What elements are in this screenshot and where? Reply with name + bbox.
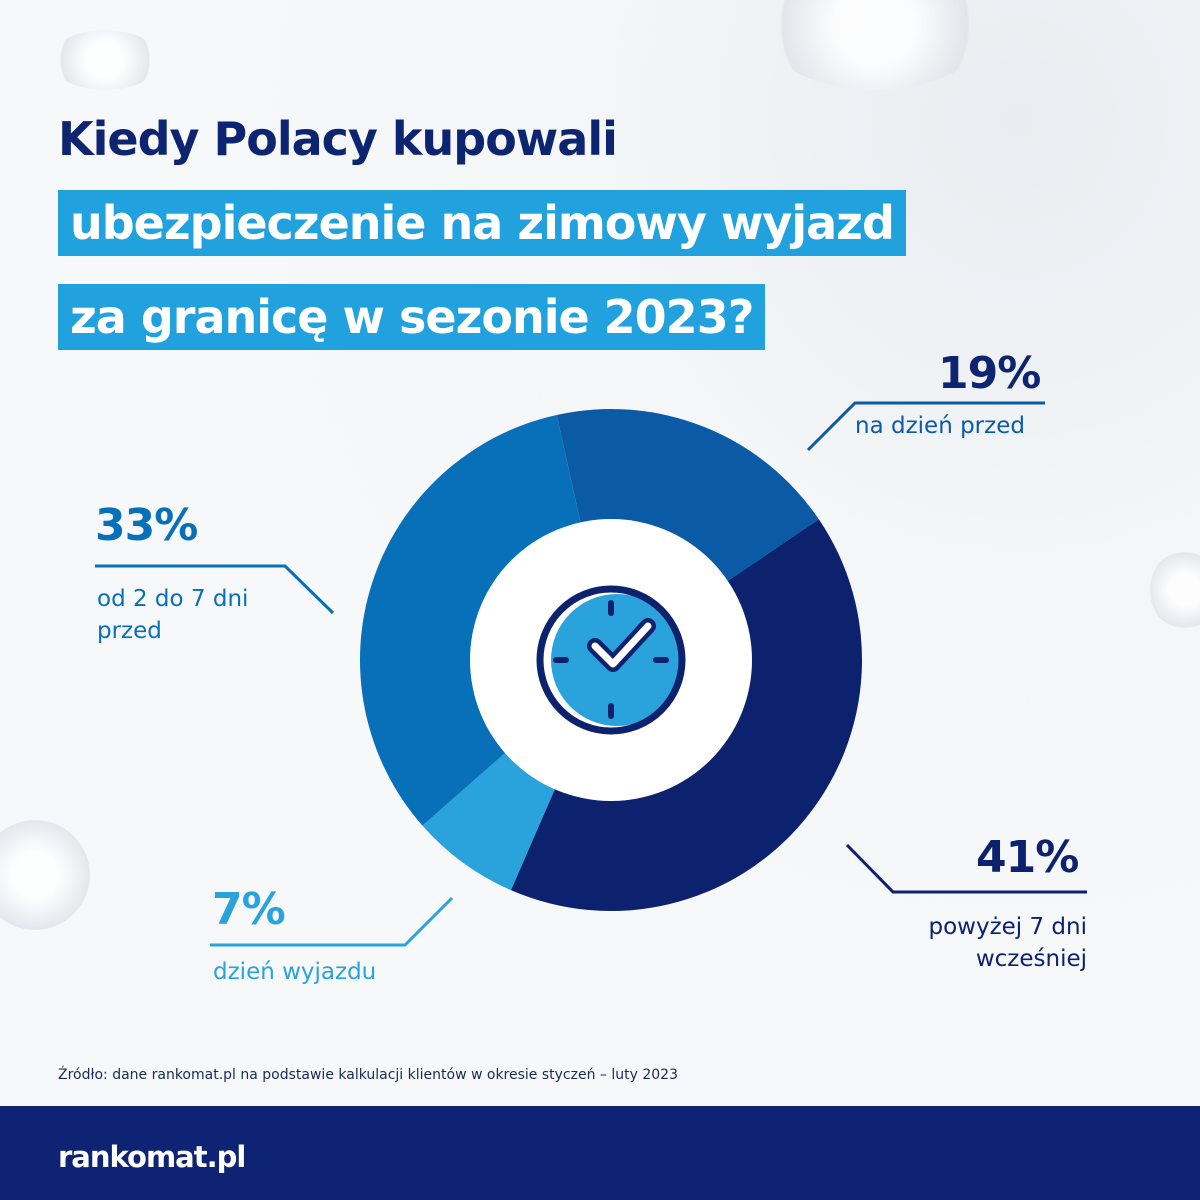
- label-41-line-1: powyżej 7 dni: [928, 914, 1087, 940]
- title-line-1: Kiedy Polacy kupowali: [58, 112, 618, 166]
- label-33-line-2: przed: [97, 618, 162, 644]
- rankomat-logo: rankomat.pl: [58, 1140, 246, 1174]
- title-line-2: ubezpieczenie na zimowy wyjazd: [58, 190, 906, 256]
- pct-19: 19%: [938, 348, 1041, 399]
- callout-line-19: [806, 401, 1045, 452]
- label-41-line-2: wcześniej: [975, 946, 1087, 972]
- footer-bar: [0, 1106, 1200, 1200]
- label-7: dzień wyjazdu: [213, 959, 377, 985]
- label-41: powyżej 7 dni wcześniej: [928, 911, 1087, 975]
- callout-line-41: [845, 843, 1087, 894]
- title-line-3: za granicę w sezonie 2023?: [58, 284, 766, 350]
- snowy-tree: [0, 820, 90, 930]
- callout-line-33: [95, 564, 335, 615]
- clock-check-icon: [536, 585, 686, 735]
- source-note: Źródło: dane rankomat.pl na podstawie ka…: [58, 1067, 678, 1083]
- callout-line-7: [210, 896, 454, 947]
- pct-7: 7%: [212, 884, 286, 935]
- snowy-tree: [50, 30, 160, 90]
- label-33-line-1: od 2 do 7 dni: [97, 586, 249, 612]
- snowy-tree: [1150, 550, 1200, 630]
- label-19: na dzień przed: [855, 413, 1025, 439]
- pct-41: 41%: [976, 832, 1079, 883]
- pct-33: 33%: [95, 500, 198, 551]
- label-33: od 2 do 7 dni przed: [97, 583, 248, 647]
